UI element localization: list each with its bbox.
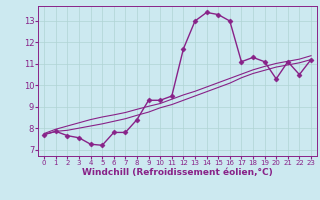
X-axis label: Windchill (Refroidissement éolien,°C): Windchill (Refroidissement éolien,°C) bbox=[82, 168, 273, 177]
